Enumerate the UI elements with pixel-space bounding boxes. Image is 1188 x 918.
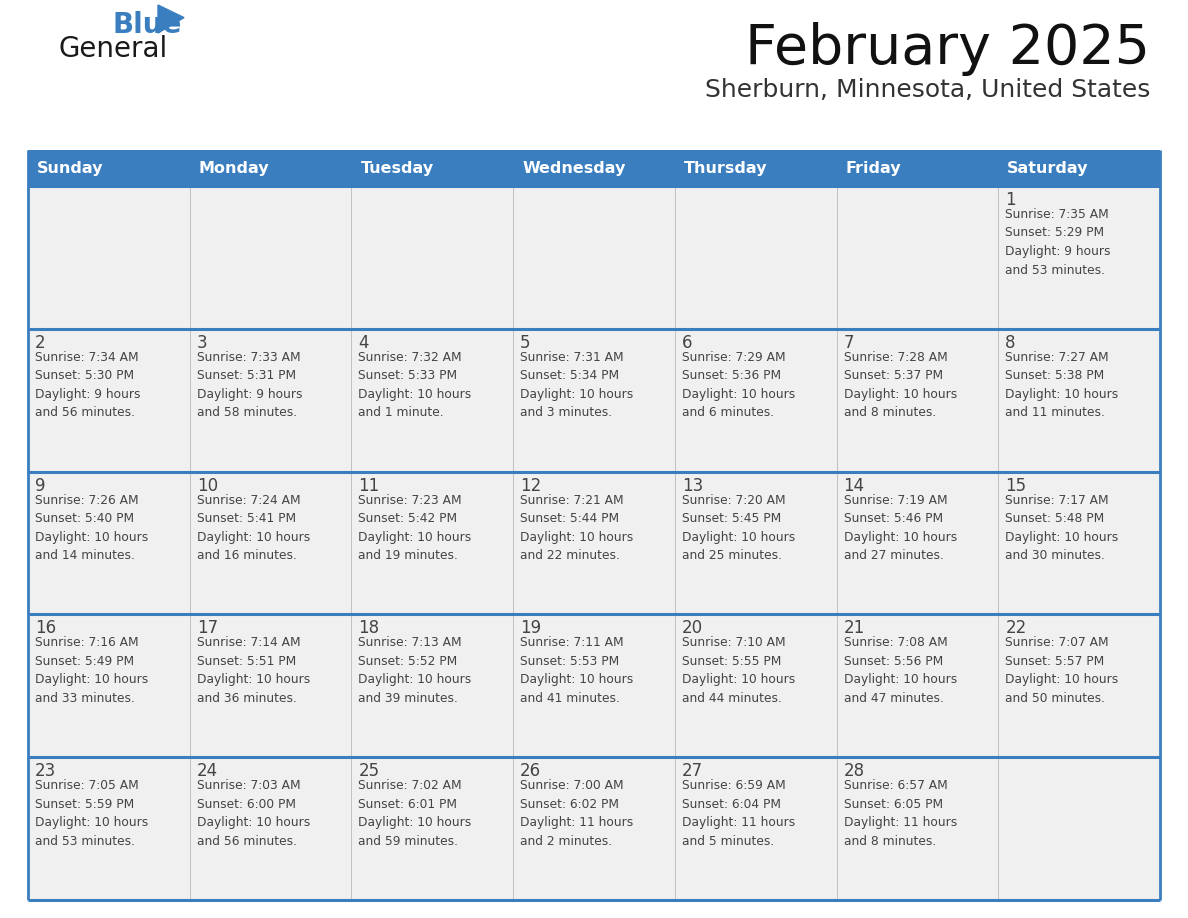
Text: Sunrise: 7:23 AM
Sunset: 5:42 PM
Daylight: 10 hours
and 19 minutes.: Sunrise: 7:23 AM Sunset: 5:42 PM Dayligh… xyxy=(359,494,472,562)
Text: Sunrise: 7:32 AM
Sunset: 5:33 PM
Daylight: 10 hours
and 1 minute.: Sunrise: 7:32 AM Sunset: 5:33 PM Dayligh… xyxy=(359,351,472,420)
Bar xyxy=(190,150,352,186)
Text: Sunrise: 7:07 AM
Sunset: 5:57 PM
Daylight: 10 hours
and 50 minutes.: Sunrise: 7:07 AM Sunset: 5:57 PM Dayligh… xyxy=(1005,636,1119,705)
Text: Sunrise: 7:00 AM
Sunset: 6:02 PM
Daylight: 11 hours
and 2 minutes.: Sunrise: 7:00 AM Sunset: 6:02 PM Dayligh… xyxy=(520,779,633,847)
Text: 22: 22 xyxy=(1005,620,1026,637)
Text: 2: 2 xyxy=(34,334,45,352)
Text: Monday: Monday xyxy=(198,161,270,175)
Text: Sunrise: 7:17 AM
Sunset: 5:48 PM
Daylight: 10 hours
and 30 minutes.: Sunrise: 7:17 AM Sunset: 5:48 PM Dayligh… xyxy=(1005,494,1119,562)
Text: Sunrise: 7:27 AM
Sunset: 5:38 PM
Daylight: 10 hours
and 11 minutes.: Sunrise: 7:27 AM Sunset: 5:38 PM Dayligh… xyxy=(1005,351,1119,420)
Text: 11: 11 xyxy=(359,476,380,495)
Text: 25: 25 xyxy=(359,762,379,780)
Text: Sunrise: 6:59 AM
Sunset: 6:04 PM
Daylight: 11 hours
and 5 minutes.: Sunrise: 6:59 AM Sunset: 6:04 PM Dayligh… xyxy=(682,779,795,847)
Text: 21: 21 xyxy=(843,620,865,637)
Text: Sunrise: 7:33 AM
Sunset: 5:31 PM
Daylight: 9 hours
and 58 minutes.: Sunrise: 7:33 AM Sunset: 5:31 PM Dayligh… xyxy=(197,351,302,420)
Bar xyxy=(29,150,190,186)
Text: Sunrise: 7:16 AM
Sunset: 5:49 PM
Daylight: 10 hours
and 33 minutes.: Sunrise: 7:16 AM Sunset: 5:49 PM Dayligh… xyxy=(34,636,148,705)
Text: Friday: Friday xyxy=(846,161,902,175)
Text: Sunrise: 7:34 AM
Sunset: 5:30 PM
Daylight: 9 hours
and 56 minutes.: Sunrise: 7:34 AM Sunset: 5:30 PM Dayligh… xyxy=(34,351,140,420)
Text: 13: 13 xyxy=(682,476,703,495)
Text: 6: 6 xyxy=(682,334,693,352)
Text: 10: 10 xyxy=(197,476,217,495)
Text: 27: 27 xyxy=(682,762,703,780)
Text: 16: 16 xyxy=(34,620,56,637)
Text: 19: 19 xyxy=(520,620,542,637)
Text: Sunrise: 7:05 AM
Sunset: 5:59 PM
Daylight: 10 hours
and 53 minutes.: Sunrise: 7:05 AM Sunset: 5:59 PM Dayligh… xyxy=(34,779,148,847)
Text: Sunrise: 7:14 AM
Sunset: 5:51 PM
Daylight: 10 hours
and 36 minutes.: Sunrise: 7:14 AM Sunset: 5:51 PM Dayligh… xyxy=(197,636,310,705)
Bar xyxy=(836,150,998,186)
Text: Tuesday: Tuesday xyxy=(360,161,434,175)
Text: Thursday: Thursday xyxy=(684,161,767,175)
Text: 14: 14 xyxy=(843,476,865,495)
Text: Sunday: Sunday xyxy=(37,161,103,175)
Text: Sunrise: 7:10 AM
Sunset: 5:55 PM
Daylight: 10 hours
and 44 minutes.: Sunrise: 7:10 AM Sunset: 5:55 PM Dayligh… xyxy=(682,636,795,705)
Text: Saturday: Saturday xyxy=(1007,161,1088,175)
Text: Wednesday: Wednesday xyxy=(523,161,626,175)
Text: Sunrise: 7:03 AM
Sunset: 6:00 PM
Daylight: 10 hours
and 56 minutes.: Sunrise: 7:03 AM Sunset: 6:00 PM Dayligh… xyxy=(197,779,310,847)
Text: 1: 1 xyxy=(1005,191,1016,209)
Text: 23: 23 xyxy=(34,762,56,780)
Text: Blue: Blue xyxy=(113,11,182,39)
Text: 9: 9 xyxy=(34,476,45,495)
Text: 3: 3 xyxy=(197,334,208,352)
Text: 24: 24 xyxy=(197,762,217,780)
Text: 26: 26 xyxy=(520,762,542,780)
Text: 7: 7 xyxy=(843,334,854,352)
Text: Sherburn, Minnesota, United States: Sherburn, Minnesota, United States xyxy=(704,78,1150,102)
Text: 4: 4 xyxy=(359,334,369,352)
Text: February 2025: February 2025 xyxy=(745,22,1150,76)
Bar xyxy=(352,150,513,186)
Text: Sunrise: 7:13 AM
Sunset: 5:52 PM
Daylight: 10 hours
and 39 minutes.: Sunrise: 7:13 AM Sunset: 5:52 PM Dayligh… xyxy=(359,636,472,705)
Text: 8: 8 xyxy=(1005,334,1016,352)
Bar xyxy=(998,150,1159,186)
Text: General: General xyxy=(58,35,168,63)
Text: Sunrise: 7:20 AM
Sunset: 5:45 PM
Daylight: 10 hours
and 25 minutes.: Sunrise: 7:20 AM Sunset: 5:45 PM Dayligh… xyxy=(682,494,795,562)
Text: 17: 17 xyxy=(197,620,217,637)
Text: 20: 20 xyxy=(682,620,703,637)
Text: 28: 28 xyxy=(843,762,865,780)
Text: 12: 12 xyxy=(520,476,542,495)
Text: Sunrise: 6:57 AM
Sunset: 6:05 PM
Daylight: 11 hours
and 8 minutes.: Sunrise: 6:57 AM Sunset: 6:05 PM Dayligh… xyxy=(843,779,956,847)
Text: Sunrise: 7:11 AM
Sunset: 5:53 PM
Daylight: 10 hours
and 41 minutes.: Sunrise: 7:11 AM Sunset: 5:53 PM Dayligh… xyxy=(520,636,633,705)
Polygon shape xyxy=(158,5,184,33)
Text: Sunrise: 7:19 AM
Sunset: 5:46 PM
Daylight: 10 hours
and 27 minutes.: Sunrise: 7:19 AM Sunset: 5:46 PM Dayligh… xyxy=(843,494,956,562)
Text: Sunrise: 7:24 AM
Sunset: 5:41 PM
Daylight: 10 hours
and 16 minutes.: Sunrise: 7:24 AM Sunset: 5:41 PM Dayligh… xyxy=(197,494,310,562)
Text: 18: 18 xyxy=(359,620,379,637)
Text: Sunrise: 7:08 AM
Sunset: 5:56 PM
Daylight: 10 hours
and 47 minutes.: Sunrise: 7:08 AM Sunset: 5:56 PM Dayligh… xyxy=(843,636,956,705)
Text: Sunrise: 7:35 AM
Sunset: 5:29 PM
Daylight: 9 hours
and 53 minutes.: Sunrise: 7:35 AM Sunset: 5:29 PM Dayligh… xyxy=(1005,208,1111,276)
Text: Sunrise: 7:31 AM
Sunset: 5:34 PM
Daylight: 10 hours
and 3 minutes.: Sunrise: 7:31 AM Sunset: 5:34 PM Dayligh… xyxy=(520,351,633,420)
Text: Sunrise: 7:21 AM
Sunset: 5:44 PM
Daylight: 10 hours
and 22 minutes.: Sunrise: 7:21 AM Sunset: 5:44 PM Dayligh… xyxy=(520,494,633,562)
Text: Sunrise: 7:02 AM
Sunset: 6:01 PM
Daylight: 10 hours
and 59 minutes.: Sunrise: 7:02 AM Sunset: 6:01 PM Dayligh… xyxy=(359,779,472,847)
Text: 5: 5 xyxy=(520,334,531,352)
Text: Sunrise: 7:28 AM
Sunset: 5:37 PM
Daylight: 10 hours
and 8 minutes.: Sunrise: 7:28 AM Sunset: 5:37 PM Dayligh… xyxy=(843,351,956,420)
Bar xyxy=(29,150,1159,900)
Text: Sunrise: 7:29 AM
Sunset: 5:36 PM
Daylight: 10 hours
and 6 minutes.: Sunrise: 7:29 AM Sunset: 5:36 PM Dayligh… xyxy=(682,351,795,420)
Bar xyxy=(675,150,836,186)
Bar xyxy=(513,150,675,186)
Text: Sunrise: 7:26 AM
Sunset: 5:40 PM
Daylight: 10 hours
and 14 minutes.: Sunrise: 7:26 AM Sunset: 5:40 PM Dayligh… xyxy=(34,494,148,562)
Text: 15: 15 xyxy=(1005,476,1026,495)
